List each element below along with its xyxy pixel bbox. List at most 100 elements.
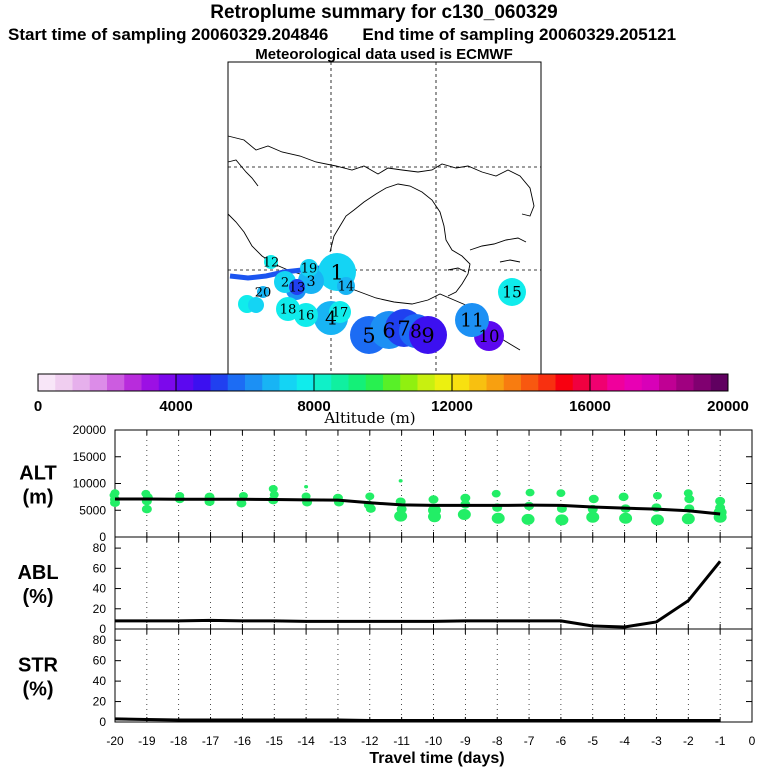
colorbar-tick-label: 4000 xyxy=(159,398,192,415)
colorbar-segment xyxy=(141,374,160,391)
series-line xyxy=(115,497,721,516)
altitude-point xyxy=(652,491,662,500)
altitude-point xyxy=(684,494,695,504)
end-time-label: End time of sampling 20060329.205121 xyxy=(362,25,677,44)
y-tick-label: 80 xyxy=(93,541,107,555)
x-tick-label: 0 xyxy=(749,734,756,748)
y-axis-label: ALT xyxy=(19,463,56,485)
colorbar-tick-label: 0 xyxy=(34,398,42,415)
cluster-marker xyxy=(300,259,318,277)
colorbar-segment xyxy=(555,374,574,391)
cluster-label: 6 xyxy=(382,318,395,342)
y-tick-label: 20000 xyxy=(73,423,107,437)
cluster-label: 11 xyxy=(460,311,484,332)
y-axis-unit: (m) xyxy=(22,487,53,509)
cluster-marker xyxy=(289,279,305,295)
colorbar-segment xyxy=(89,374,108,391)
panel-frame xyxy=(114,628,753,723)
cluster-marker xyxy=(257,286,269,298)
colorbar-segment xyxy=(383,374,401,391)
cluster-label: 18 xyxy=(280,303,297,318)
x-axis-label: Travel time (days) xyxy=(369,750,504,767)
x-tick-label: -18 xyxy=(170,734,188,748)
y-tick-label: 15000 xyxy=(73,450,107,464)
x-tick-label: -1 xyxy=(715,734,726,748)
x-tick-label: -10 xyxy=(425,734,443,748)
y-axis-label: ABL xyxy=(17,562,58,584)
colorbar-segment xyxy=(469,374,487,391)
y-tick-label: 0 xyxy=(99,715,106,729)
cluster-marker xyxy=(276,297,300,321)
x-tick-label: -20 xyxy=(106,734,124,748)
altitude-point xyxy=(268,485,278,493)
altitude-point xyxy=(398,479,403,483)
colorbar-tick-label: 16000 xyxy=(569,398,611,415)
colorbar-segment xyxy=(538,374,556,391)
colorbar-segment xyxy=(710,374,729,391)
x-tick-label: -17 xyxy=(202,734,220,748)
altitude-point xyxy=(715,503,726,512)
cluster-label: 17 xyxy=(332,306,349,321)
colorbar-tick-label: 20000 xyxy=(707,398,749,415)
colorbar-tick-label: 12000 xyxy=(431,398,473,415)
y-axis-label: STR xyxy=(18,655,59,677)
colorbar-tick-label: 8000 xyxy=(297,398,330,415)
y-tick-label: 80 xyxy=(93,633,107,647)
altitude-point xyxy=(460,493,471,503)
cluster-label: 13 xyxy=(289,281,306,296)
x-tick-label: -8 xyxy=(492,734,503,748)
altitude-point xyxy=(650,514,664,526)
x-tick-label: -16 xyxy=(234,734,252,748)
x-tick-label: -5 xyxy=(587,734,598,748)
cluster-label: 15 xyxy=(502,283,522,301)
cluster-marker xyxy=(337,277,355,295)
cluster-label: 14 xyxy=(338,280,355,295)
colorbar-segment xyxy=(210,374,229,391)
altitude-point xyxy=(491,489,501,498)
cluster-marker-extra xyxy=(248,297,264,313)
cluster-label: 2 xyxy=(281,276,289,291)
colorbar-segment xyxy=(400,374,418,391)
cluster-label: 9 xyxy=(421,323,434,347)
x-tick-label: -6 xyxy=(556,734,567,748)
colorbar-segment xyxy=(193,374,211,391)
cluster-marker xyxy=(498,278,526,306)
x-tick-label: -14 xyxy=(297,734,315,748)
y-tick-label: 60 xyxy=(93,654,107,668)
colorbar-segment xyxy=(124,374,142,391)
altitude-point xyxy=(521,513,535,525)
y-tick-label: 60 xyxy=(93,561,107,575)
colorbar-segment xyxy=(279,374,298,391)
colorbar-segment xyxy=(158,374,177,391)
y-tick-label: 0 xyxy=(99,622,106,636)
colorbar-segment xyxy=(107,374,125,391)
colorbar-segment xyxy=(676,374,694,391)
colorbar-segment xyxy=(624,374,643,391)
altitude-point xyxy=(715,496,726,506)
y-tick-label: 40 xyxy=(93,582,107,596)
y-tick-label: 40 xyxy=(93,674,107,688)
colorbar-segment xyxy=(176,374,194,391)
altitude-point xyxy=(555,514,569,526)
altitude-point xyxy=(394,510,408,522)
cluster-label: 3 xyxy=(306,274,315,290)
cluster-marker xyxy=(264,255,278,269)
colorbar-segment xyxy=(331,374,349,391)
cluster-marker xyxy=(409,316,447,354)
altitude-point xyxy=(238,491,248,500)
altitude-point xyxy=(365,492,375,501)
altitude-point xyxy=(618,492,629,502)
colorbar-segment xyxy=(693,374,712,391)
cluster-label: 10 xyxy=(479,327,500,346)
series-line xyxy=(114,717,721,722)
cluster-label: 4 xyxy=(325,309,337,330)
colorbar-segment xyxy=(72,374,91,391)
x-tick-label: -15 xyxy=(266,734,284,748)
colorbar-segment xyxy=(55,374,73,391)
altitude-point xyxy=(428,495,439,504)
cluster-label: 8 xyxy=(410,322,422,343)
altitude-point xyxy=(365,504,376,513)
